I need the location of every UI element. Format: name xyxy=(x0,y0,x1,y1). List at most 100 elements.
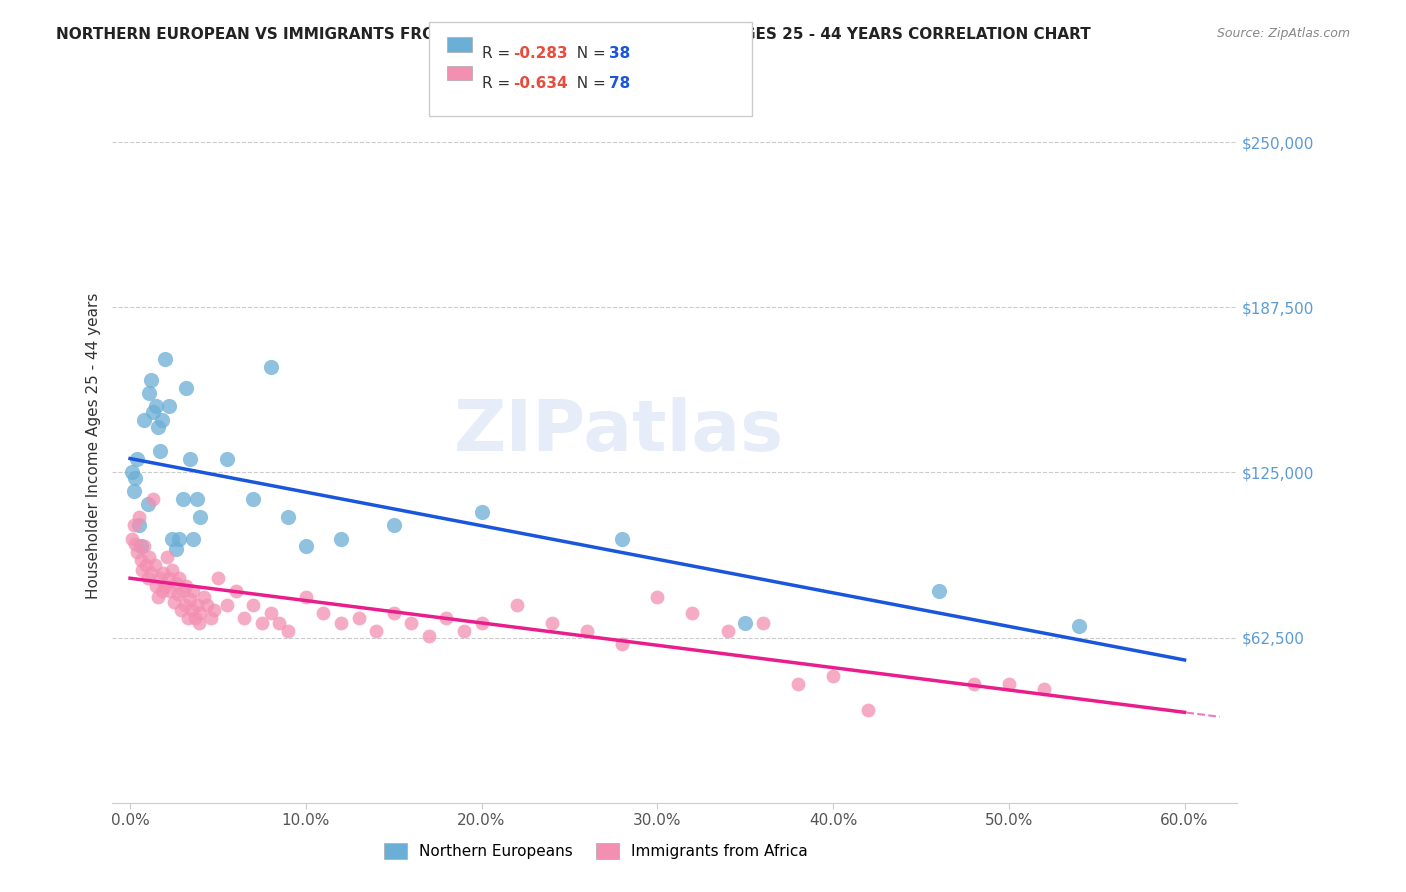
Point xyxy=(128,518,150,533)
Point xyxy=(174,579,197,593)
Point xyxy=(159,584,181,599)
Text: Source: ZipAtlas.com: Source: ZipAtlas.com xyxy=(1216,27,1350,40)
Point xyxy=(195,598,219,612)
Point xyxy=(141,566,163,580)
Point xyxy=(142,491,165,506)
Point xyxy=(295,590,318,604)
Point xyxy=(215,598,238,612)
Point xyxy=(155,579,177,593)
Point xyxy=(312,606,335,620)
Point xyxy=(129,540,152,554)
Point xyxy=(131,563,153,577)
Point xyxy=(418,629,440,643)
Point xyxy=(122,483,145,498)
Point xyxy=(1032,682,1054,697)
Point xyxy=(277,624,299,638)
Point xyxy=(188,606,212,620)
Point xyxy=(121,532,143,546)
Point xyxy=(172,491,194,506)
Point xyxy=(149,571,172,585)
Point xyxy=(150,412,173,426)
Point xyxy=(787,677,810,691)
Text: N =: N = xyxy=(567,46,610,62)
Point xyxy=(135,558,157,572)
Point xyxy=(259,606,281,620)
Point xyxy=(132,540,156,554)
Point xyxy=(269,616,291,631)
Point xyxy=(717,624,740,638)
Point xyxy=(734,616,756,631)
Point xyxy=(174,381,197,395)
Point xyxy=(576,624,599,638)
Point xyxy=(166,587,188,601)
Point xyxy=(188,510,212,524)
Point xyxy=(401,616,423,631)
Point xyxy=(163,595,186,609)
Text: R =: R = xyxy=(482,46,516,62)
Point xyxy=(277,510,299,524)
Point xyxy=(259,359,281,374)
Legend: Northern Europeans, Immigrants from Africa: Northern Europeans, Immigrants from Afri… xyxy=(377,835,815,866)
Point xyxy=(540,616,562,631)
Text: 38: 38 xyxy=(609,46,630,62)
Point xyxy=(200,611,222,625)
Point xyxy=(152,566,174,580)
Point xyxy=(142,404,165,418)
Point xyxy=(169,532,191,546)
Point xyxy=(170,603,193,617)
Point xyxy=(179,592,201,607)
Point xyxy=(157,400,180,414)
Point xyxy=(127,545,149,559)
Point xyxy=(150,584,173,599)
Point xyxy=(136,571,159,585)
Point xyxy=(453,624,475,638)
Point xyxy=(165,576,187,591)
Point xyxy=(177,611,200,625)
Point xyxy=(132,412,156,426)
Point xyxy=(610,532,633,546)
Point xyxy=(366,624,388,638)
Text: 78: 78 xyxy=(609,76,630,91)
Point xyxy=(233,611,256,625)
Point xyxy=(122,518,145,533)
Point xyxy=(138,549,160,564)
Point xyxy=(145,400,167,414)
Point xyxy=(751,616,773,631)
Point xyxy=(856,703,880,717)
Point xyxy=(186,491,208,506)
Point xyxy=(155,351,177,366)
Point xyxy=(506,598,529,612)
Point xyxy=(330,532,353,546)
Point xyxy=(149,444,172,458)
Point xyxy=(610,637,633,651)
Point xyxy=(382,518,405,533)
Point xyxy=(128,510,150,524)
Point xyxy=(1069,618,1091,632)
Point xyxy=(204,603,226,617)
Point xyxy=(157,571,180,585)
Point xyxy=(129,552,152,566)
Point xyxy=(250,616,273,631)
Point xyxy=(156,549,179,564)
Point xyxy=(127,452,149,467)
Point xyxy=(180,603,202,617)
Point xyxy=(187,616,209,631)
Point xyxy=(165,542,187,557)
Point xyxy=(183,584,205,599)
Point xyxy=(169,571,191,585)
Point xyxy=(382,606,405,620)
Point xyxy=(148,420,170,434)
Point xyxy=(162,532,183,546)
Point xyxy=(225,584,247,599)
Point xyxy=(928,584,950,599)
Point xyxy=(141,373,163,387)
Point xyxy=(193,590,215,604)
Point xyxy=(138,386,160,401)
Point xyxy=(186,598,208,612)
Point xyxy=(121,466,143,480)
Point xyxy=(242,491,264,506)
Point xyxy=(183,532,205,546)
Point xyxy=(148,590,170,604)
Point xyxy=(136,497,159,511)
Point xyxy=(347,611,370,625)
